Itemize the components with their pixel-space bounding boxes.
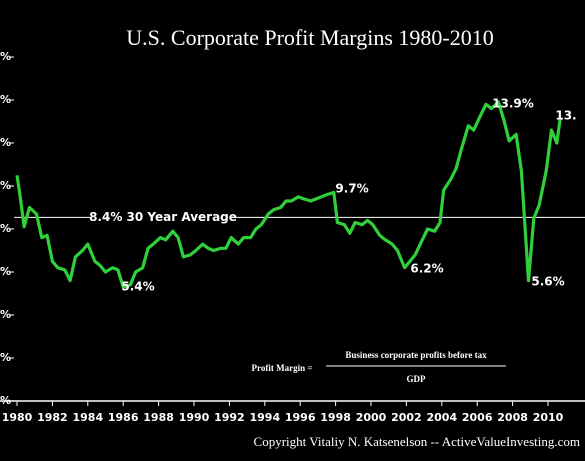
y-tick-label: % <box>0 265 11 278</box>
x-tick-label: 2000 <box>356 411 387 424</box>
x-tick-label: 1984 <box>72 411 103 424</box>
x-tick-label: 1998 <box>320 411 351 424</box>
x-tick-label: 2002 <box>391 411 422 424</box>
series-line <box>15 100 562 289</box>
annotation: 13.9% <box>492 97 534 111</box>
y-tick-label: % <box>0 308 11 321</box>
y-tick-label: % <box>0 222 11 235</box>
footer: Copyright Vitaliy N. Katsenelson -- Acti… <box>254 434 580 449</box>
y-tick-label: % <box>0 136 11 149</box>
formula-denominator: GDP <box>407 374 427 384</box>
x-tick-label: 2008 <box>497 411 528 424</box>
annotation: 9.7% <box>335 182 368 196</box>
x-tick-label: 1980 <box>2 411 33 424</box>
x-tick-label: 1988 <box>143 411 174 424</box>
x-tick-label: 1990 <box>179 411 210 424</box>
x-tick-label: 2006 <box>462 411 493 424</box>
x-tick-label: 1994 <box>249 411 280 424</box>
y-tick-label: % <box>0 50 11 63</box>
x-tick-label: 1982 <box>37 411 68 424</box>
x-tick-label: 1986 <box>108 411 139 424</box>
y-tick-label: % <box>0 179 11 192</box>
x-tick-label: 1992 <box>214 411 245 424</box>
x-tick-label: 1996 <box>285 411 316 424</box>
average-label: 8.4% 30 Year Average <box>89 210 237 224</box>
formula-numerator: Business corporate profits before tax <box>345 350 487 360</box>
x-tick-label: 2004 <box>426 411 457 424</box>
formula-left: Profit Margin = <box>252 363 313 373</box>
y-tick-label: % <box>0 351 11 364</box>
annotation: 13. <box>555 109 576 123</box>
y-tick-label: % <box>0 93 11 106</box>
annotation: 6.2% <box>410 262 443 276</box>
annotation: 5.4% <box>121 280 154 294</box>
annotation: 5.6% <box>531 275 564 289</box>
chart-title: U.S. Corporate Profit Margins 1980-2010 <box>126 25 493 50</box>
x-tick-label: 2010 <box>533 411 564 424</box>
average-label-bg <box>92 208 234 227</box>
